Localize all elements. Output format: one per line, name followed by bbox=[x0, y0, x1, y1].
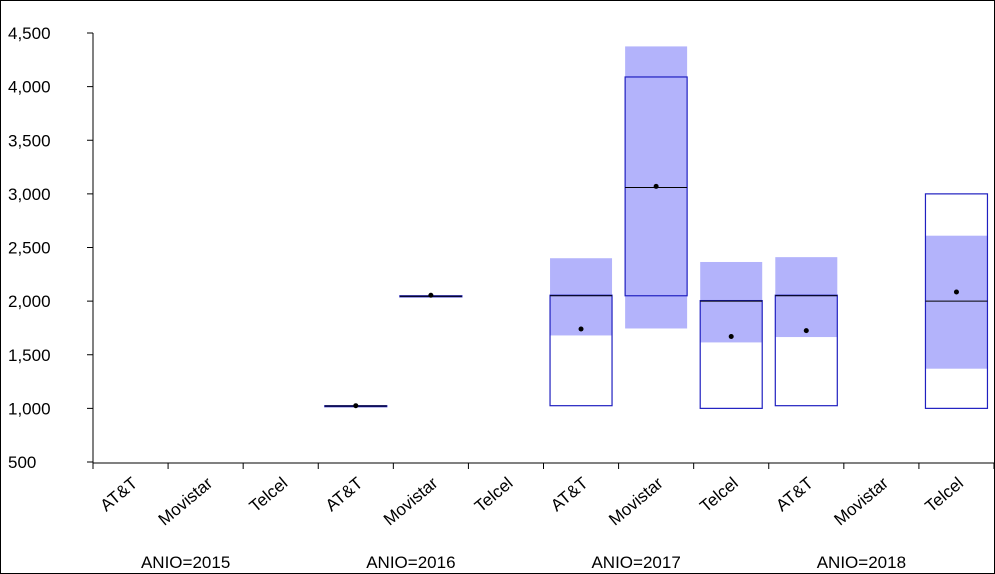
box-ci-band bbox=[775, 257, 838, 338]
y-tick-label: 3,500 bbox=[8, 131, 51, 150]
box-mean-point bbox=[353, 403, 359, 409]
box-iqr bbox=[699, 299, 763, 409]
box-ci-band bbox=[925, 235, 988, 369]
y-tick-label: 2,000 bbox=[8, 292, 51, 311]
box-iqr bbox=[774, 294, 838, 407]
y-tick-label: 4,500 bbox=[8, 24, 51, 43]
box-mean-point bbox=[803, 328, 809, 334]
y-tick-label: 1,500 bbox=[8, 346, 51, 365]
y-tick-label: 1,000 bbox=[8, 399, 51, 418]
box-ci-band bbox=[550, 258, 613, 336]
box-ci-band bbox=[700, 261, 763, 343]
x-group-label: ANIO=2018 bbox=[817, 553, 906, 572]
x-group-label: ANIO=2016 bbox=[366, 553, 455, 572]
plot-area bbox=[324, 46, 989, 409]
axes bbox=[87, 32, 995, 469]
box-mean-point bbox=[728, 334, 734, 340]
box-mean-point bbox=[578, 326, 584, 332]
y-tick-label: 500 bbox=[8, 453, 36, 472]
box-mean-point bbox=[653, 183, 659, 189]
box-iqr bbox=[549, 294, 613, 407]
box-mean-point bbox=[428, 292, 434, 298]
box-iqr bbox=[624, 76, 688, 297]
x-group-label: ANIO=2017 bbox=[591, 553, 680, 572]
y-tick-label: 2,500 bbox=[8, 239, 51, 258]
y-tick-label: 3,000 bbox=[8, 185, 51, 204]
box-mean-point bbox=[953, 289, 959, 295]
y-tick-label: 4,000 bbox=[8, 78, 51, 97]
x-group-label: ANIO=2015 bbox=[141, 553, 230, 572]
